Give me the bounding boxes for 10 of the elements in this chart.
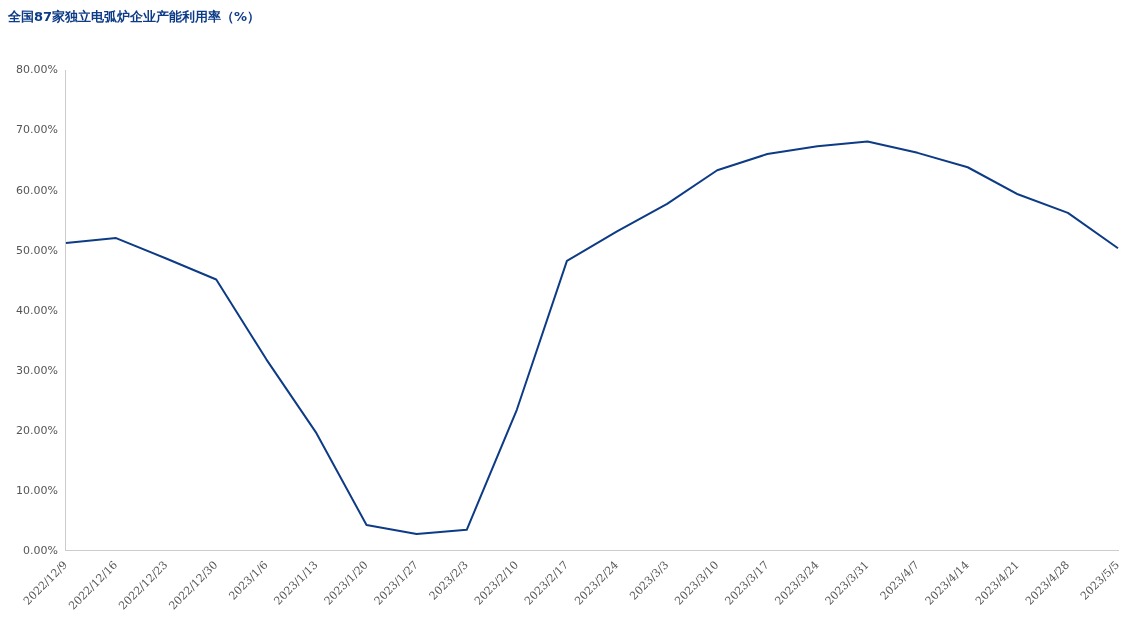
- y-tick-label: 0.00%: [22, 543, 58, 557]
- y-tick-label: 30.00%: [15, 363, 58, 377]
- y-tick-label: 10.00%: [15, 483, 58, 497]
- y-tick-label: 80.00%: [15, 63, 58, 77]
- y-tick-label: 40.00%: [15, 303, 58, 317]
- y-tick-label: 50.00%: [15, 243, 58, 257]
- y-tick-label: 60.00%: [15, 183, 58, 197]
- y-tick-label: 70.00%: [15, 123, 58, 137]
- y-tick-label: 20.00%: [15, 423, 58, 437]
- chart-title: 全国87家独立电弧炉企业产能利用率（%）: [8, 8, 262, 26]
